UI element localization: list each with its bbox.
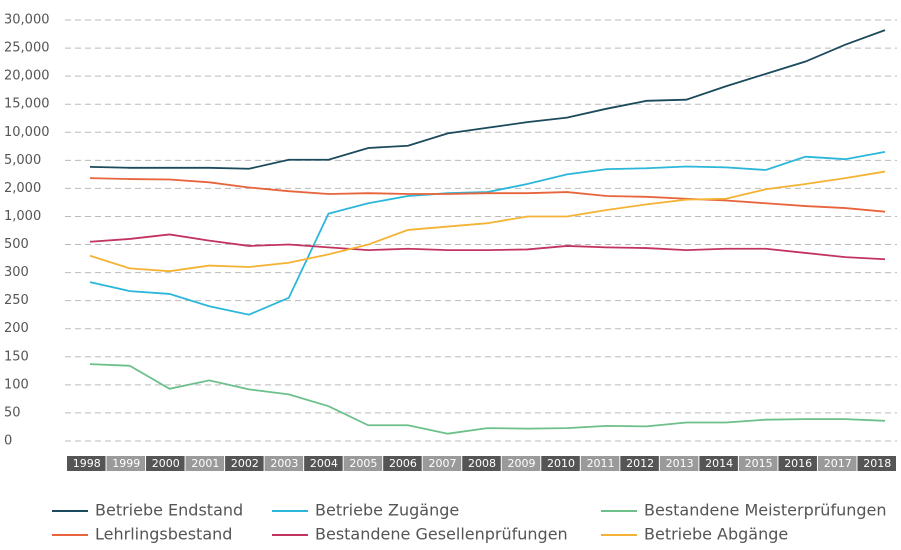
x-tick-label: 2002 — [231, 457, 259, 470]
x-tick-box — [106, 456, 146, 471]
x-tick-label: 2014 — [705, 457, 733, 470]
x-tick-box — [659, 456, 699, 471]
y-tick-label: 200 — [4, 321, 29, 336]
x-tick-label: 1999 — [112, 457, 140, 470]
x-tick-label: 2012 — [626, 457, 654, 470]
x-tick-box — [699, 456, 738, 471]
x-tick-box — [343, 456, 383, 471]
y-tick-label: 50 — [4, 405, 21, 420]
series-line — [89, 29, 886, 170]
x-tick-label: 2015 — [745, 457, 773, 470]
y-tick-label: 300 — [4, 265, 29, 280]
x-tick-label: 2016 — [784, 457, 812, 470]
x-tick-box — [462, 456, 501, 471]
x-tick-label: 2017 — [824, 457, 852, 470]
x-tick-box — [304, 456, 343, 471]
x-tick-label: 2018 — [863, 457, 891, 470]
x-tick-box — [264, 456, 304, 471]
series-line — [89, 363, 886, 435]
y-tick-label: 250 — [4, 293, 29, 308]
legend-label: Betriebe Zugänge — [315, 501, 459, 520]
y-tick-label: 15,000 — [4, 97, 50, 112]
x-tick-label: 2009 — [508, 457, 536, 470]
x-tick-box — [422, 456, 462, 471]
series-line — [89, 233, 886, 261]
series-line — [89, 170, 886, 273]
x-tick-label: 2004 — [310, 457, 338, 470]
x-tick-label: 2010 — [547, 457, 575, 470]
x-tick-box — [146, 456, 185, 471]
x-tick-box — [541, 456, 580, 471]
x-tick-label: 2008 — [468, 457, 496, 470]
x-tick-box — [67, 456, 106, 471]
x-tick-box — [778, 456, 817, 471]
y-tick-label: 2,000 — [4, 181, 41, 196]
y-tick-label: 0 — [4, 434, 12, 449]
x-tick-label: 2003 — [270, 457, 298, 470]
y-tick-label: 100 — [4, 377, 29, 392]
legend-label: Bestandene Meisterprüfungen — [644, 501, 887, 520]
x-tick-box — [738, 456, 778, 471]
y-tick-label: 30,000 — [4, 13, 50, 28]
x-tick-label: 2006 — [389, 457, 417, 470]
x-tick-label: 1998 — [73, 457, 101, 470]
x-tick-label: 2013 — [666, 457, 694, 470]
x-tick-label: 2005 — [349, 457, 377, 470]
x-tick-label: 2001 — [191, 457, 219, 470]
y-tick-label: 25,000 — [4, 41, 50, 56]
x-tick-box — [620, 456, 659, 471]
x-tick-label: 2011 — [587, 457, 615, 470]
series-line — [89, 151, 886, 316]
legend-label: Lehrlingsbestand — [95, 525, 232, 544]
x-tick-box — [225, 456, 264, 471]
x-tick-box — [501, 456, 541, 471]
y-tick-label: 5,000 — [4, 153, 41, 168]
y-tick-label: 20,000 — [4, 69, 50, 84]
x-tick-box — [817, 456, 857, 471]
x-tick-box — [580, 456, 620, 471]
y-tick-label: 10,000 — [4, 125, 50, 140]
x-tick-label: 2007 — [428, 457, 456, 470]
x-tick-box — [857, 456, 896, 471]
y-tick-label: 150 — [4, 349, 29, 364]
y-tick-label: 500 — [4, 237, 29, 252]
y-tick-label: 1,000 — [4, 209, 41, 224]
legend-label: Betriebe Abgänge — [644, 525, 788, 544]
series-line — [89, 177, 886, 213]
x-tick-box — [185, 456, 225, 471]
x-tick-box — [383, 456, 422, 471]
legend-label: Betriebe Endstand — [95, 501, 243, 520]
x-tick-label: 2000 — [152, 457, 180, 470]
legend-label: Bestandene Gesellenprüfungen — [315, 525, 568, 544]
